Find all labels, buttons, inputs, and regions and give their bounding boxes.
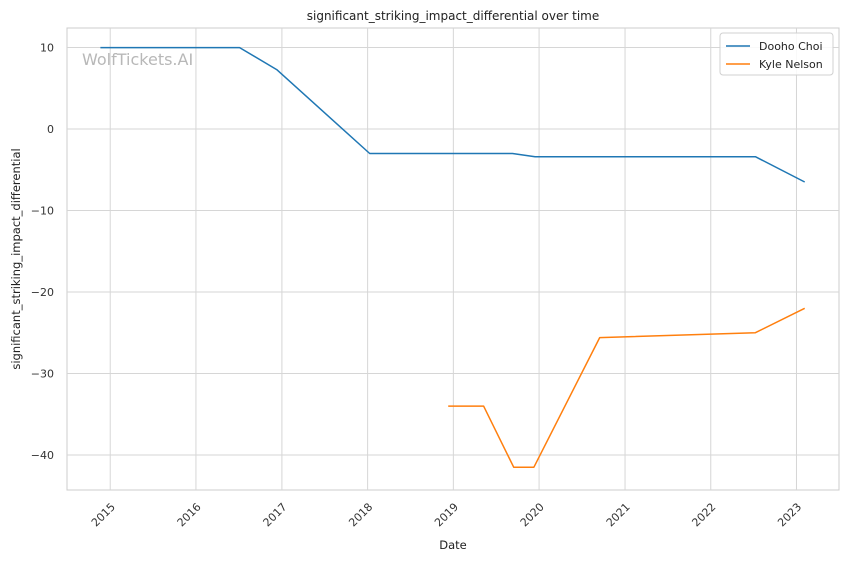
y-tick-label: −30 [31,367,54,380]
y-tick-label: −40 [31,449,54,462]
legend-label-dooho-choi: Dooho Choi [759,40,823,53]
x-axis-label: Date [439,538,467,552]
y-tick-label: 10 [40,42,54,55]
series-layer [100,46,806,468]
legend-label-kyle-nelson: Kyle Nelson [759,58,823,71]
series-line-0 [100,46,806,183]
y-tick-label: −10 [31,205,54,218]
x-tick-label: 2019 [432,500,461,529]
y-tick-label: −20 [31,286,54,299]
y-axis-label: significant_striking_impact_differential [9,148,23,369]
chart-title: significant_striking_impact_differential… [307,9,599,23]
x-tick-label: 2015 [89,500,118,529]
x-tick-label: 2018 [346,500,375,529]
y-tick-label: 0 [47,123,54,136]
x-tick-label: 2020 [518,500,547,529]
watermark: WolfTickets.AI [82,50,193,69]
x-tick-label: 2017 [261,500,290,529]
legend: Dooho Choi Kyle Nelson [719,32,834,76]
x-tick-label: 2022 [689,500,718,529]
x-tick-label: 2023 [775,500,804,529]
x-tick-label: 2021 [604,500,633,529]
series-line-1 [448,307,806,468]
x-tick-label: 2016 [175,500,204,529]
